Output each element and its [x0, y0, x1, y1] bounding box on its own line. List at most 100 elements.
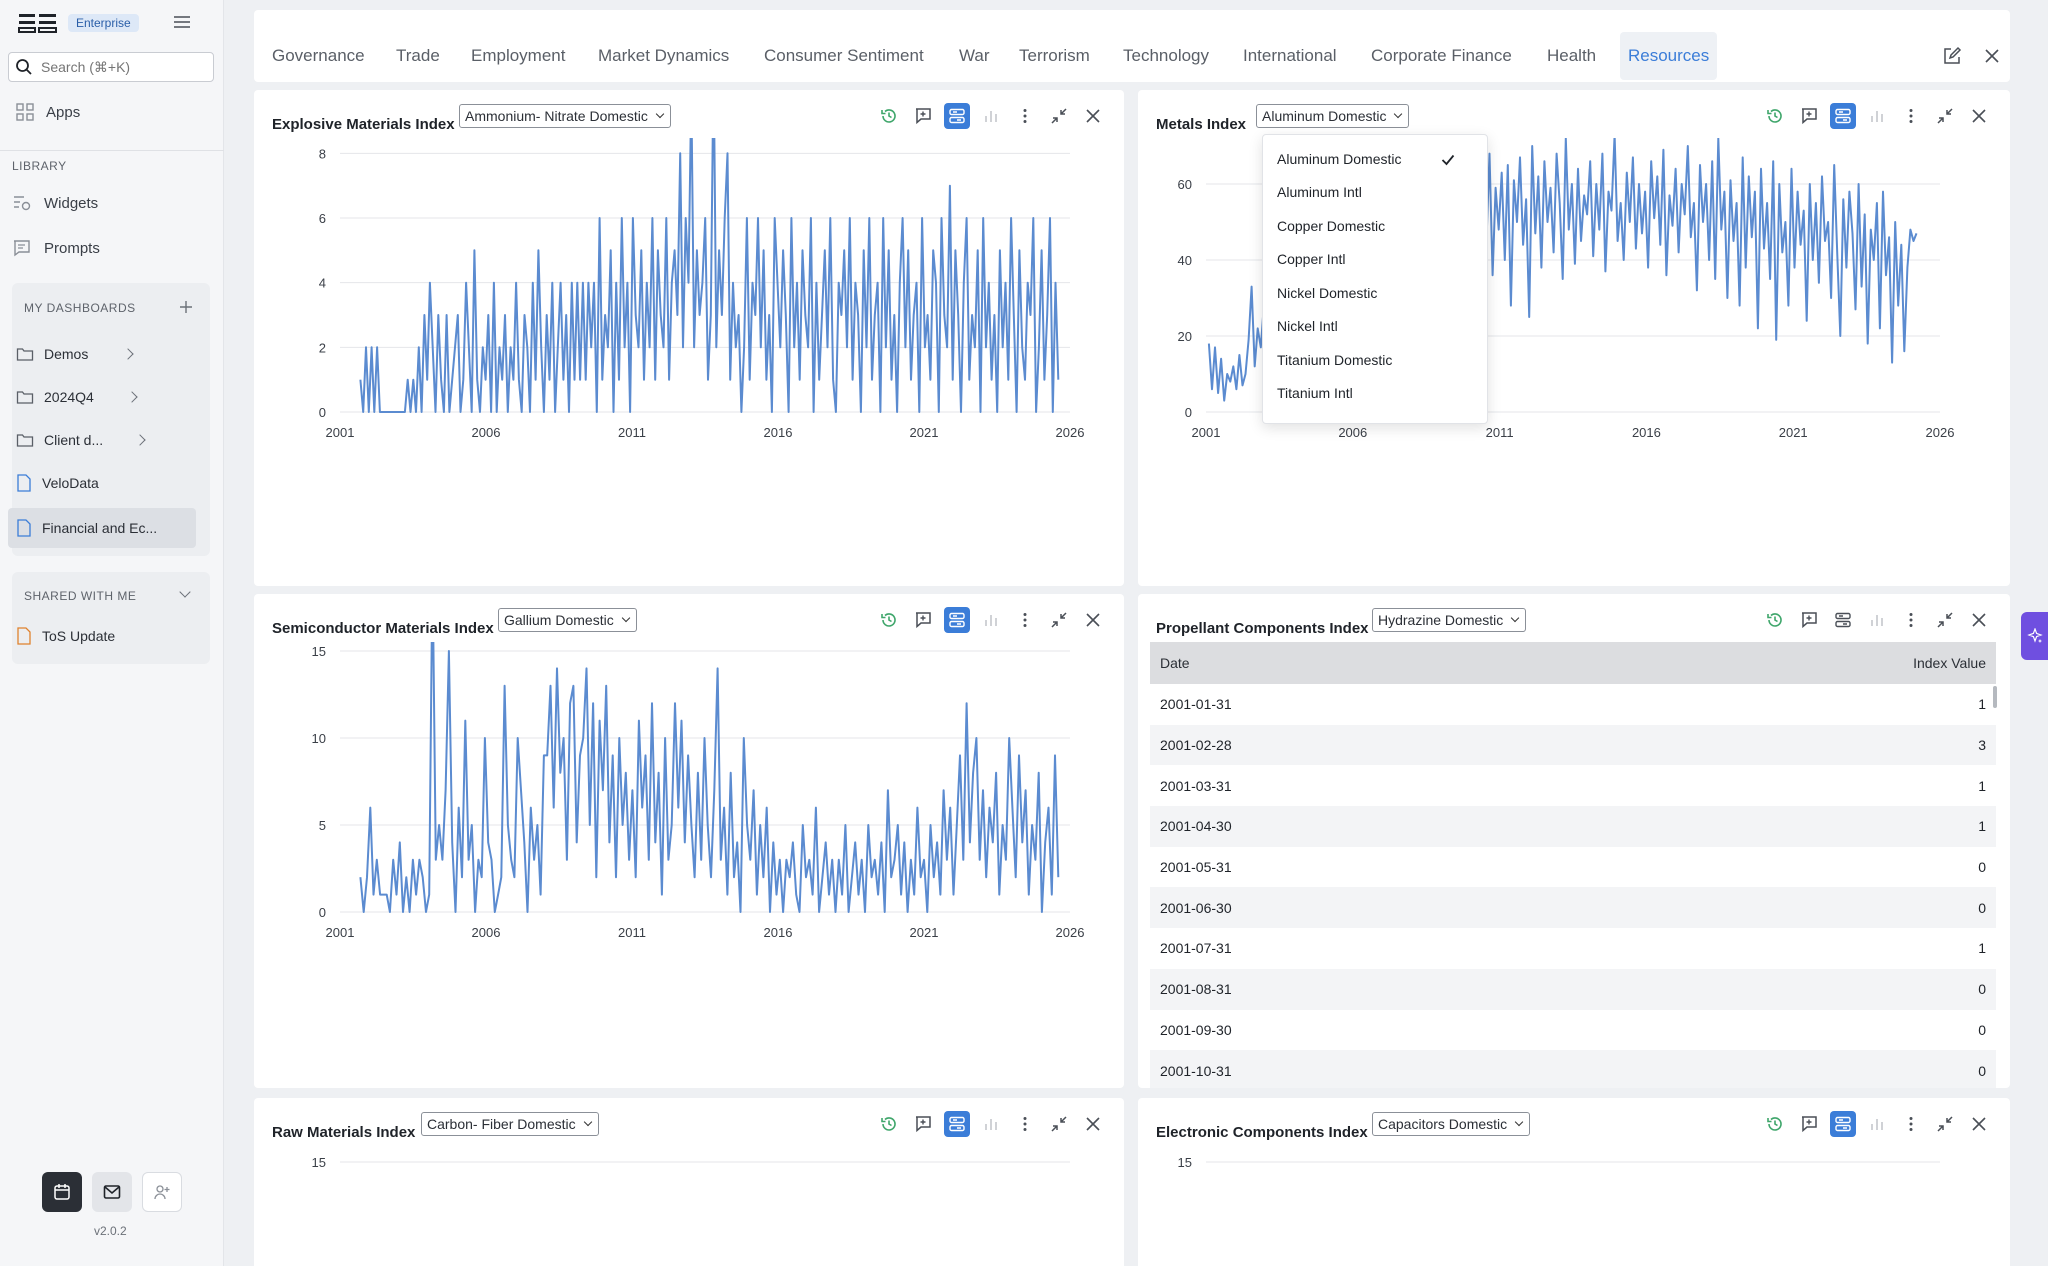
close-icon[interactable]: [1080, 607, 1106, 633]
close-icon[interactable]: [1080, 1111, 1106, 1137]
explosive-select[interactable]: Ammonium- Nitrate Domestic: [459, 104, 671, 128]
menu-icon[interactable]: [172, 14, 194, 32]
table-toggle-icon[interactable]: [1830, 1111, 1856, 1137]
more-vertical-icon[interactable]: [1898, 1111, 1924, 1137]
history-icon[interactable]: [876, 607, 902, 633]
dashboard-item-2024q4[interactable]: 2024Q4: [16, 379, 138, 415]
add-dashboard-icon[interactable]: [178, 299, 194, 320]
nav-widgets[interactable]: Widgets: [12, 188, 98, 218]
close-icon[interactable]: [1984, 48, 2000, 69]
collapse-icon[interactable]: [1046, 103, 1072, 129]
propellant-select[interactable]: Hydrazine Domestic: [1372, 608, 1527, 632]
bar-chart-icon[interactable]: [1864, 607, 1890, 633]
dropdown-option[interactable]: Nickel Domestic: [1277, 285, 1378, 301]
bar-chart-icon[interactable]: [1864, 1111, 1890, 1137]
x-tick-label: 2016: [764, 925, 793, 940]
column-header-date[interactable]: Date: [1160, 655, 1190, 671]
table-toggle-icon[interactable]: [944, 103, 970, 129]
table-scrollbar[interactable]: [1993, 686, 1997, 708]
collapse-icon[interactable]: [1046, 1111, 1072, 1137]
y-tick-label: 0: [1185, 405, 1192, 420]
tab-health[interactable]: Health: [1547, 46, 1597, 65]
tab-trade[interactable]: Trade: [396, 46, 440, 65]
raw-select[interactable]: Carbon- Fiber Domestic: [421, 1112, 599, 1136]
nav-apps[interactable]: Apps: [16, 103, 80, 121]
comment-icon[interactable]: [910, 1111, 936, 1137]
tab-corporate-finance[interactable]: Corporate Finance: [1371, 46, 1512, 65]
panel-toolbar: [876, 1111, 1106, 1137]
semiconductor-select[interactable]: Gallium Domestic: [498, 608, 637, 632]
table-toggle-icon[interactable]: [1830, 103, 1856, 129]
add-user-button[interactable]: [142, 1172, 182, 1212]
column-header-value[interactable]: Index Value: [1913, 655, 1986, 671]
mail-button[interactable]: [92, 1172, 132, 1212]
close-icon[interactable]: [1966, 1111, 1992, 1137]
bar-chart-icon[interactable]: [978, 607, 1004, 633]
collapse-icon[interactable]: [1932, 607, 1958, 633]
x-tick-label: 2006: [1338, 425, 1367, 440]
history-icon[interactable]: [876, 1111, 902, 1137]
more-vertical-icon[interactable]: [1898, 607, 1924, 633]
table-toggle-icon[interactable]: [944, 1111, 970, 1137]
x-tick-label: 2026: [1926, 425, 1955, 440]
collapse-icon[interactable]: [1046, 607, 1072, 633]
history-icon[interactable]: [876, 103, 902, 129]
panel-title: Explosive Materials Index: [272, 116, 455, 133]
dashboard-item-velodata[interactable]: VeloData: [16, 465, 99, 501]
ai-assistant-button[interactable]: [2021, 612, 2048, 660]
calendar-button[interactable]: [42, 1172, 82, 1212]
bar-chart-icon[interactable]: [978, 1111, 1004, 1137]
search-box[interactable]: [8, 52, 214, 82]
history-icon[interactable]: [1762, 607, 1788, 633]
panel-title: Propellant Components Index: [1156, 620, 1369, 637]
dropdown-option[interactable]: Aluminum Intl: [1277, 184, 1362, 200]
sparkle-icon: [2026, 628, 2043, 643]
table-toggle-icon[interactable]: [944, 607, 970, 633]
nav-prompts[interactable]: Prompts: [12, 233, 100, 263]
close-icon[interactable]: [1966, 607, 1992, 633]
history-icon[interactable]: [1762, 103, 1788, 129]
tab-war[interactable]: War: [959, 46, 990, 65]
comment-icon[interactable]: [1796, 103, 1822, 129]
dropdown-option[interactable]: Copper Intl: [1277, 251, 1346, 267]
tab-international[interactable]: International: [1243, 46, 1337, 65]
more-vertical-icon[interactable]: [1012, 103, 1038, 129]
tab-resources[interactable]: Resources: [1620, 32, 1718, 80]
cell-date: 2001-04-30: [1160, 818, 1232, 835]
collapse-icon[interactable]: [1932, 103, 1958, 129]
close-icon[interactable]: [1966, 103, 1992, 129]
search-input[interactable]: [41, 59, 201, 75]
more-vertical-icon[interactable]: [1012, 1111, 1038, 1137]
collapse-icon[interactable]: [1932, 1111, 1958, 1137]
dropdown-option[interactable]: Nickel Intl: [1277, 318, 1338, 334]
dashboard-item-financial[interactable]: Financial and Ec...: [8, 508, 196, 548]
comment-icon[interactable]: [910, 103, 936, 129]
more-vertical-icon[interactable]: [1012, 607, 1038, 633]
comment-icon[interactable]: [1796, 607, 1822, 633]
close-icon[interactable]: [1080, 103, 1106, 129]
bar-chart-icon[interactable]: [1864, 103, 1890, 129]
dropdown-option[interactable]: Aluminum Domestic: [1277, 151, 1402, 167]
tab-terrorism[interactable]: Terrorism: [1019, 46, 1090, 65]
metals-select[interactable]: Aluminum Domestic: [1256, 104, 1410, 128]
history-icon[interactable]: [1762, 1111, 1788, 1137]
tab-technology[interactable]: Technology: [1123, 46, 1210, 65]
x-tick-label: 2026: [1056, 425, 1085, 440]
tab-consumer-sentiment[interactable]: Consumer Sentiment: [764, 46, 924, 65]
comment-icon[interactable]: [910, 607, 936, 633]
edit-icon[interactable]: [1942, 46, 1962, 71]
table-toggle-icon[interactable]: [1830, 607, 1856, 633]
dashboard-item-demos[interactable]: Demos: [16, 336, 134, 372]
tab-employment[interactable]: Employment: [471, 46, 566, 65]
bar-chart-icon[interactable]: [978, 103, 1004, 129]
more-vertical-icon[interactable]: [1898, 103, 1924, 129]
dropdown-option[interactable]: Copper Domestic: [1277, 218, 1386, 234]
comment-icon[interactable]: [1796, 1111, 1822, 1137]
tab-market-dynamics[interactable]: Market Dynamics: [598, 46, 730, 65]
tab-governance[interactable]: Governance: [272, 46, 365, 65]
dropdown-option[interactable]: Titanium Intl: [1277, 385, 1353, 401]
electronic-select[interactable]: Capacitors Domestic: [1372, 1112, 1531, 1136]
dropdown-option[interactable]: Titanium Domestic: [1277, 352, 1393, 368]
shared-item-tos[interactable]: ToS Update: [16, 618, 115, 654]
dashboard-item-client[interactable]: Client d...: [16, 422, 146, 458]
